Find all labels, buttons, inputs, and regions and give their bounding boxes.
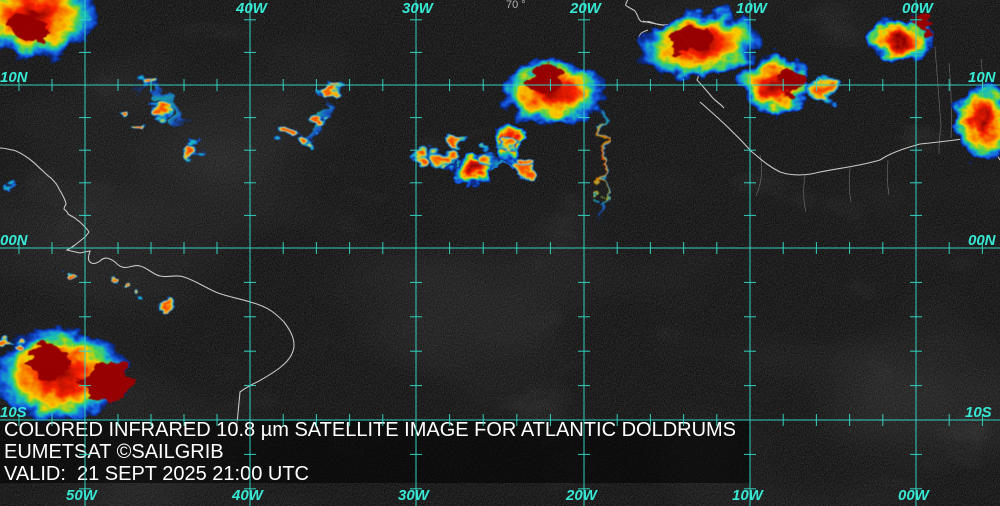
svg-text:20W: 20W xyxy=(565,487,599,504)
svg-text:10N: 10N xyxy=(968,69,997,86)
svg-text:00N: 00N xyxy=(968,232,997,249)
svg-text:20W: 20W xyxy=(569,0,603,17)
svg-text:00N: 00N xyxy=(0,232,29,249)
svg-text:40W: 40W xyxy=(231,487,265,504)
svg-text:10W: 10W xyxy=(736,0,769,17)
svg-text:30W: 30W xyxy=(398,487,431,504)
svg-text:00W: 00W xyxy=(898,487,931,504)
svg-text:70 °: 70 ° xyxy=(506,0,526,11)
svg-text:50W: 50W xyxy=(66,487,99,504)
svg-text:00W: 00W xyxy=(902,0,935,17)
svg-text:10S: 10S xyxy=(965,404,992,421)
svg-text:10S: 10S xyxy=(0,404,27,421)
svg-text:40W: 40W xyxy=(235,0,269,17)
svg-text:30W: 30W xyxy=(402,0,435,17)
svg-text:10W: 10W xyxy=(732,487,765,504)
svg-text:10N: 10N xyxy=(0,69,29,86)
